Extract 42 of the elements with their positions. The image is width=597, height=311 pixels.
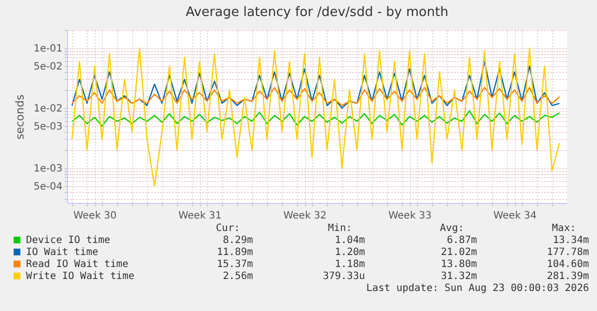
text: 1.18m [334,259,365,270]
text: 1.20m [334,247,365,258]
legend-label: Write IO Wait time [26,271,134,282]
text: Last update: Sun Aug 23 00:00:03 2026 [366,283,589,294]
text: 8.29m [222,235,253,246]
text: 31.32m [440,271,477,282]
text: 1.04m [334,235,365,246]
text: 11.89m [216,247,253,258]
x-tick-label: Week 30 [73,210,117,222]
text: 281.39m [546,271,589,282]
text: 15.37m [216,259,253,270]
x-tick-label: Week 31 [178,210,222,222]
line-series [71,86,560,106]
y-tick-label: 5e-04 [34,181,62,192]
legend-label: Device IO time [26,235,110,246]
legend-label: Read IO Wait time [26,259,128,270]
x-tick-label: Week 33 [388,210,432,222]
y-tick-label: 5e-02 [34,62,62,73]
x-tick-label: Week 34 [493,210,537,222]
text: 21.02m [440,247,477,258]
text: 177.78m [546,247,589,258]
text: Avg: [440,223,464,234]
text: Cur: [216,223,240,234]
y-tick-label: 1e-02 [34,103,62,114]
y-axis-title: seconds [14,94,27,140]
x-tick-label: Week 32 [283,210,327,222]
text: Max: [552,223,576,234]
text: Min: [328,223,352,234]
text: 379.33u [322,271,365,282]
chart-title: Average latency for /dev/sdd - by month [186,5,448,20]
text: 13.34m [552,235,589,246]
text: 104.60m [546,259,589,270]
y-tick-label: 1e-03 [34,163,62,174]
y-tick-label: 5e-03 [34,122,62,133]
text: 6.87m [446,235,477,246]
line-series [71,60,560,109]
line-series [71,47,560,187]
text: 2.56m [222,271,253,282]
line-series [71,110,560,127]
y-tick-label: 1e-01 [34,44,62,55]
text: 13.80m [440,259,477,270]
legend-label: IO Wait time [26,247,98,258]
